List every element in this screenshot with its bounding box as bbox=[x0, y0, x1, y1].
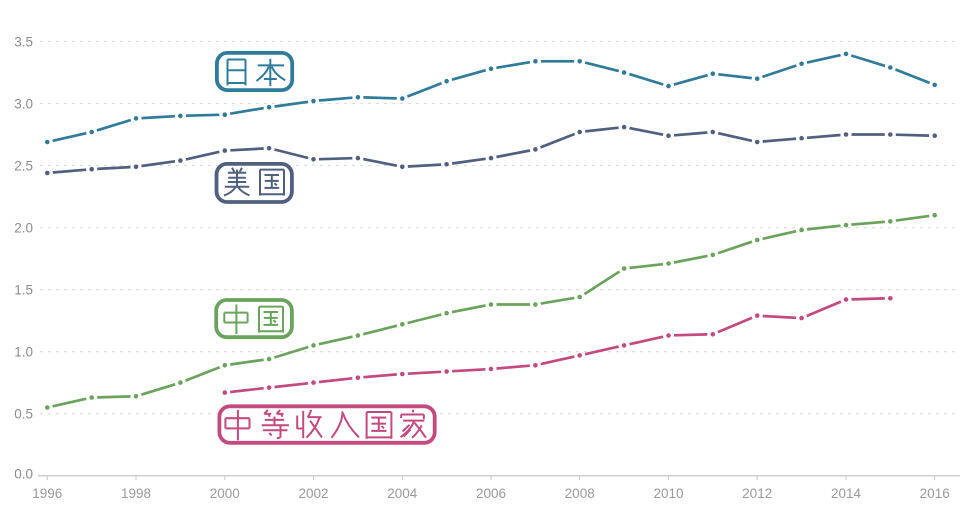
svg-text:2010: 2010 bbox=[653, 486, 683, 501]
svg-text:0.5: 0.5 bbox=[14, 407, 33, 422]
svg-text:3.0: 3.0 bbox=[14, 96, 33, 111]
svg-text:2014: 2014 bbox=[831, 486, 862, 501]
svg-text:2008: 2008 bbox=[565, 486, 595, 501]
svg-text:2006: 2006 bbox=[476, 486, 506, 501]
svg-text:3.5: 3.5 bbox=[14, 34, 33, 49]
svg-text:1.5: 1.5 bbox=[14, 282, 33, 297]
svg-text:2016: 2016 bbox=[920, 486, 950, 501]
svg-text:1996: 1996 bbox=[32, 486, 62, 501]
svg-text:1.0: 1.0 bbox=[14, 344, 33, 359]
svg-text:2000: 2000 bbox=[210, 486, 240, 501]
svg-text:1998: 1998 bbox=[121, 486, 151, 501]
svg-text:2004: 2004 bbox=[387, 486, 418, 501]
svg-text:2.0: 2.0 bbox=[14, 220, 33, 235]
svg-text:2.5: 2.5 bbox=[14, 158, 33, 173]
svg-text:2002: 2002 bbox=[298, 486, 328, 501]
svg-text:2012: 2012 bbox=[742, 486, 772, 501]
svg-text:0.0: 0.0 bbox=[14, 467, 33, 482]
